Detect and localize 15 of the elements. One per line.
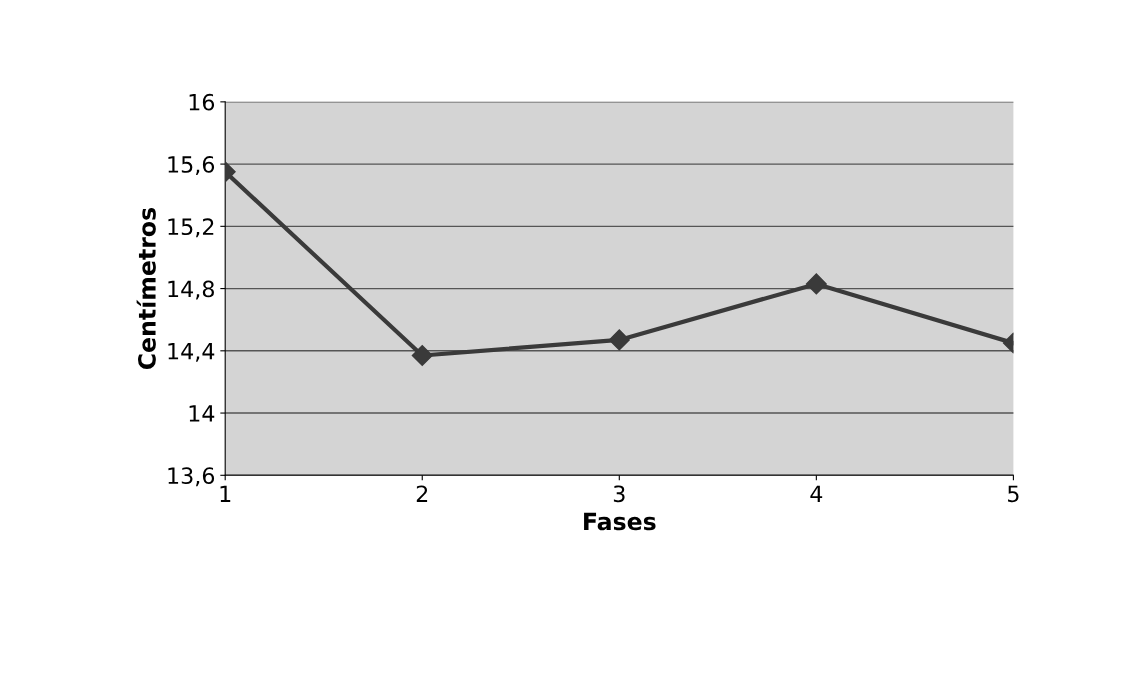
y-tick-label: 15,2 xyxy=(168,218,214,238)
x-tick-label: 1 xyxy=(220,485,231,502)
x-tick-label: 5 xyxy=(1008,485,1019,503)
y-tick-label: 15,6 xyxy=(168,156,215,176)
x-tick-label: 2 xyxy=(416,485,428,502)
x-tick-label: 4 xyxy=(810,485,823,502)
y-axis-title: Centímetros xyxy=(136,208,156,370)
point xyxy=(608,329,630,351)
y-tick-label: 14 xyxy=(189,405,215,422)
x-tick-label: 3 xyxy=(613,485,625,503)
y-tick-label: 16 xyxy=(189,93,215,111)
y-tick-label: 14,8 xyxy=(168,280,214,300)
y-tick-label: 13,6 xyxy=(168,467,215,487)
x-axis-title: Fases xyxy=(584,512,656,531)
y-tick-label: 14,4 xyxy=(168,343,215,362)
